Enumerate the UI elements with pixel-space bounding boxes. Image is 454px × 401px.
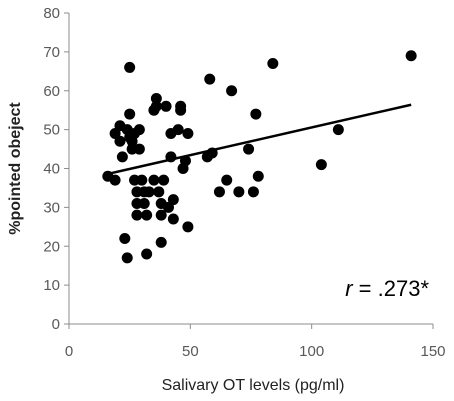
x-tick-label: 150 [420, 343, 445, 360]
correlation-symbol: r [345, 276, 354, 301]
data-point [116, 151, 128, 163]
data-point [153, 186, 165, 198]
correlation-value: = .273* [353, 276, 430, 301]
data-point [250, 108, 262, 120]
data-point [167, 194, 179, 206]
data-point [158, 174, 170, 186]
y-tick-label: 50 [43, 122, 60, 139]
data-point [133, 143, 145, 155]
y-tick-label: 0 [52, 316, 60, 333]
data-point [148, 174, 160, 186]
data-point [136, 174, 148, 186]
correlation-annotation: r = .273* [345, 276, 429, 301]
x-tick-label: 50 [182, 343, 199, 360]
data-point [172, 124, 184, 136]
data-point [131, 209, 143, 221]
data-point [119, 232, 131, 244]
x-axis-title: Salivary OT levels (pg/ml) [162, 377, 345, 394]
data-point [138, 197, 150, 209]
data-point [141, 248, 153, 260]
y-tick-label: 40 [43, 161, 60, 178]
data-point [121, 252, 133, 264]
data-point [175, 100, 187, 112]
x-tick-label: 0 [65, 343, 73, 360]
data-point [233, 186, 245, 198]
data-point [213, 186, 225, 198]
data-point [160, 100, 172, 112]
data-point [150, 100, 162, 112]
data-point [332, 124, 344, 136]
data-point [252, 170, 264, 182]
y-tick-label: 80 [43, 5, 60, 22]
data-point [226, 85, 238, 97]
y-tick-label: 70 [43, 44, 60, 61]
data-point [167, 213, 179, 225]
y-tick-label: 10 [43, 277, 60, 294]
y-axis-title: %pointed obeject [7, 102, 24, 235]
data-point [141, 209, 153, 221]
data-point [204, 73, 216, 85]
y-tick-label: 20 [43, 238, 60, 255]
y-tick-labels: 0 10 20 30 40 50 60 70 80 [43, 5, 69, 333]
x-tick-labels: 0 50 100 150 [65, 324, 446, 360]
data-point [133, 124, 145, 136]
data-point [182, 221, 194, 233]
y-tick-label: 30 [43, 199, 60, 216]
data-point [182, 128, 194, 140]
y-tick-label: 60 [43, 83, 60, 100]
x-tick-label: 100 [299, 343, 324, 360]
data-point [155, 209, 167, 221]
data-point [221, 174, 233, 186]
data-point [124, 61, 136, 73]
data-point [109, 174, 121, 186]
data-point [155, 236, 167, 248]
data-point [243, 143, 255, 155]
data-point [247, 186, 259, 198]
data-point [405, 50, 417, 62]
data-point [150, 93, 162, 105]
trend-line [107, 103, 412, 176]
data-points [102, 50, 417, 264]
data-point [315, 159, 327, 171]
data-point [114, 135, 126, 147]
data-point [267, 58, 279, 70]
data-point [143, 186, 155, 198]
data-point [124, 108, 136, 120]
